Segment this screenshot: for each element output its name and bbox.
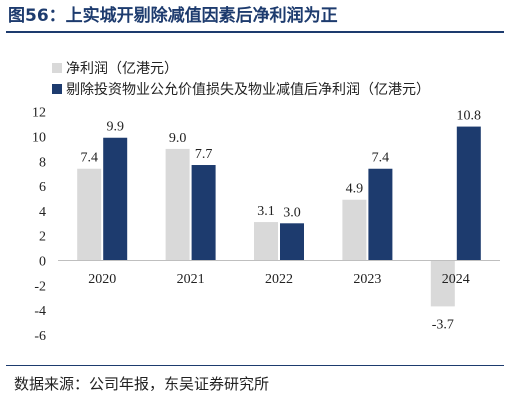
x-tick-label-2021: 2021	[177, 272, 205, 287]
y-tick-label: -6	[34, 329, 46, 344]
data-label-2024-series-1: -3.7	[432, 317, 454, 332]
bar-2022-series-1	[254, 222, 278, 261]
data-label-2022-series-2: 3.0	[283, 205, 301, 220]
y-axis: -6 -4 -2 0 2 4 6 8 10 12	[32, 106, 46, 344]
x-tick-label-2020: 2020	[88, 272, 116, 287]
data-labels: 7.4 9.9 9.0 7.7 3.1 3.0 4.9 7.4 -3.7 10.8	[80, 109, 481, 333]
bars	[77, 126, 481, 307]
data-label-2023-series-2: 7.4	[372, 151, 390, 166]
chart-title: 图56：上实城开剔除减值因素后净利润为正	[8, 6, 338, 26]
x-tick-label-2022: 2022	[265, 272, 293, 287]
bar-2021-series-2	[191, 165, 216, 261]
y-tick-label: 2	[39, 230, 46, 245]
bar-2023-series-1	[342, 199, 367, 261]
legend-label-1: 净利润（亿港元）	[66, 61, 178, 77]
x-tick-label-2024: 2024	[442, 272, 470, 287]
y-tick-label: 8	[39, 155, 46, 170]
data-label-2020-series-2: 9.9	[106, 120, 124, 135]
bar-2021-series-1	[165, 148, 190, 261]
bar-2022-series-2	[280, 223, 304, 261]
y-tick-label: 12	[32, 106, 46, 121]
bar-2023-series-2	[368, 168, 393, 261]
bar-2020-series-2	[103, 137, 128, 261]
legend-swatch-1	[52, 63, 62, 73]
x-axis: 2020 2021 2022 2023 2024	[58, 260, 500, 287]
data-label-2023-series-1: 4.9	[346, 182, 364, 197]
y-tick-label: 4	[39, 205, 46, 220]
y-tick-label: 0	[39, 255, 46, 270]
data-label-2021-series-2: 7.7	[195, 147, 213, 162]
data-label-2020-series-1: 7.4	[80, 151, 98, 166]
source-note: 数据来源：公司年报，东吴证券研究所	[14, 375, 270, 393]
y-tick-label: 6	[39, 180, 46, 195]
data-label-2022-series-1: 3.1	[257, 204, 275, 219]
title-rule	[6, 31, 504, 33]
y-tick-label: -2	[34, 279, 46, 294]
bar-2020-series-1	[77, 168, 102, 261]
legend-swatch-2	[52, 84, 62, 94]
legend: 净利润（亿港元） 剔除投资物业公允价值损失及物业减值后净利润（亿港元）	[52, 61, 430, 98]
bar-2024-series-2	[456, 126, 481, 261]
x-tick-label-2023: 2023	[353, 272, 381, 287]
y-tick-label: 10	[32, 131, 46, 146]
data-label-2024-series-2: 10.8	[457, 109, 482, 124]
bar-2024-series-1	[430, 260, 455, 307]
data-label-2021-series-1: 9.0	[169, 131, 187, 146]
y-tick-label: -4	[34, 304, 46, 319]
source-rule	[6, 365, 504, 366]
legend-label-2: 剔除投资物业公允价值损失及物业减值后净利润（亿港元）	[66, 82, 430, 98]
